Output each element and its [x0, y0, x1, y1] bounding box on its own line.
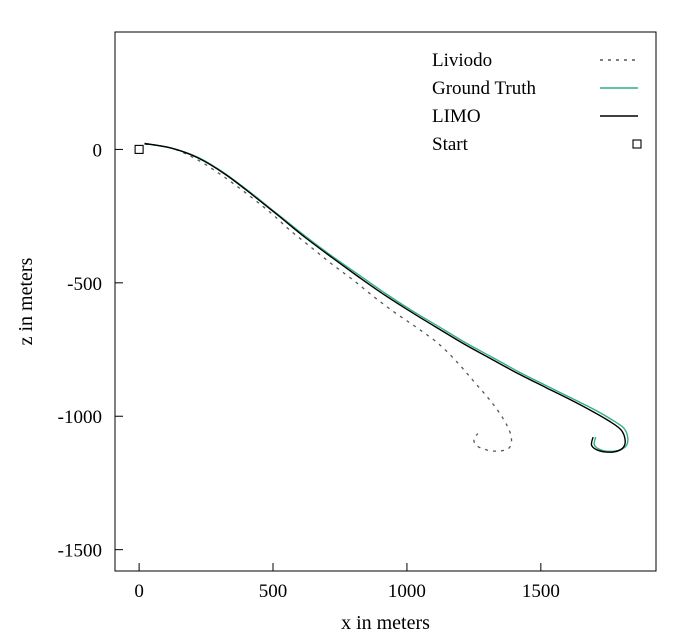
legend-swatch-start — [632, 139, 642, 149]
legend-label-limo: LIMO — [432, 106, 481, 127]
series-layer — [134, 142, 629, 453]
y-tick-label-3: -1500 — [58, 541, 102, 562]
x-axis-label: x in meters — [341, 612, 430, 634]
x-axis-ticks: 0 500 1000 1500 — [134, 563, 560, 602]
legend: Liviodo Ground Truth LIMO Start — [432, 50, 642, 155]
series-line-liviodo — [144, 143, 513, 452]
legend-label-ground-truth: Ground Truth — [432, 78, 536, 99]
x-tick-label-3: 1500 — [522, 581, 560, 602]
y-axis-ticks: 0 -500 -1000 -1500 — [58, 140, 123, 562]
x-tick-label-2: 1000 — [388, 581, 426, 602]
y-tick-label-1: -500 — [67, 274, 102, 295]
x-tick-label-0: 0 — [134, 581, 144, 602]
y-axis-label: z in meters — [15, 257, 37, 345]
y-tick-label-0: 0 — [93, 140, 103, 161]
series-line-limo — [144, 142, 626, 453]
plot-frame — [114, 31, 657, 572]
legend-label-liviodo: Liviodo — [432, 50, 492, 71]
y-tick-label-2: -1000 — [58, 407, 102, 428]
legend-label-start: Start — [432, 134, 469, 155]
x-tick-label-1: 500 — [259, 581, 288, 602]
start-marker — [134, 144, 144, 154]
series-line-ground-truth — [144, 142, 629, 452]
